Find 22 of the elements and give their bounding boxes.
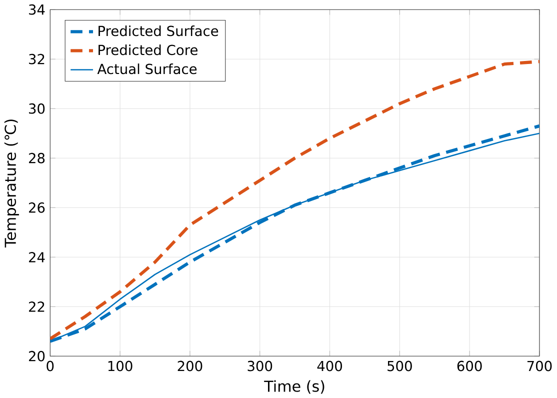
legend-label: Predicted Surface — [98, 25, 218, 36]
y-tick-label: 22 — [28, 301, 44, 312]
x-tick-label: 400 — [317, 360, 342, 372]
x-axis-title: Time (s) — [264, 380, 324, 394]
y-tick-label: 32 — [29, 54, 44, 64]
x-tick-label: 200 — [178, 360, 202, 372]
y-tick-label: 26 — [28, 202, 45, 213]
y-tick-label: 28 — [28, 152, 45, 164]
legend-label: Predicted Core — [98, 44, 198, 56]
y-tick-label: 34 — [29, 4, 45, 15]
x-tick-label: 0 — [46, 360, 54, 372]
legend-label: Actual Surface — [97, 63, 197, 74]
y-tick-label: 20 — [28, 350, 45, 362]
x-tick-label: 100 — [108, 360, 132, 372]
y-axis-title: Temperature (℃) — [4, 120, 19, 248]
y-tick-label: 24 — [28, 252, 45, 262]
y-tick-label: 30 — [29, 103, 45, 114]
line-series — [50, 60, 540, 340]
x-tick-label: 600 — [457, 360, 482, 372]
x-tick-label: 500 — [388, 360, 412, 372]
x-tick-label: 700 — [527, 360, 552, 372]
x-tick-label: 300 — [248, 360, 272, 372]
